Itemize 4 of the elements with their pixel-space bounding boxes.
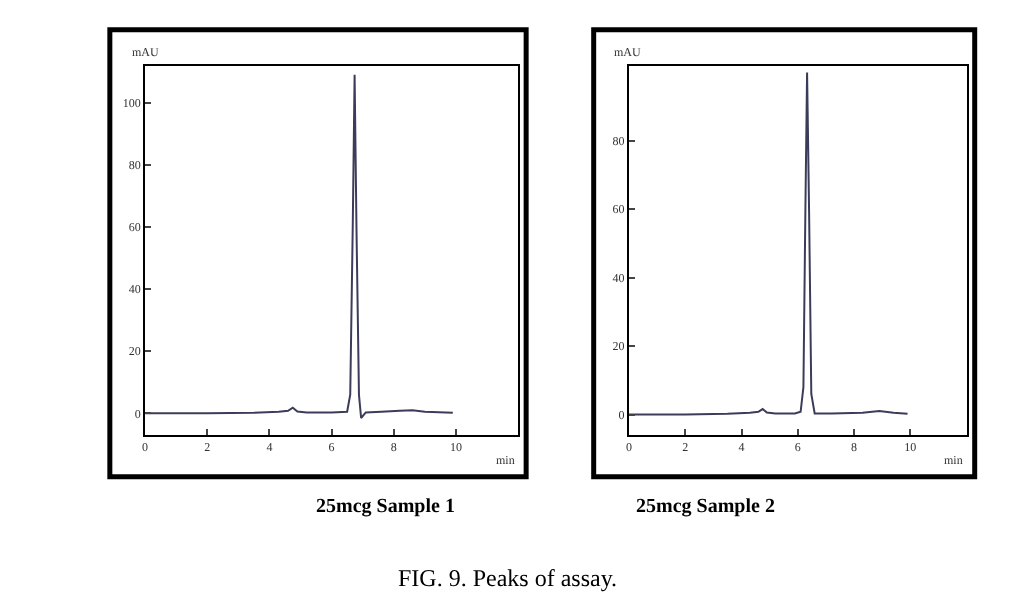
text: 25mcg Sample 1: [316, 496, 455, 518]
text: 25mcg Sample 2: [636, 496, 775, 518]
caption: FIG. 9. Peaks of assay.: [398, 564, 618, 592]
line-series: [145, 73, 454, 419]
